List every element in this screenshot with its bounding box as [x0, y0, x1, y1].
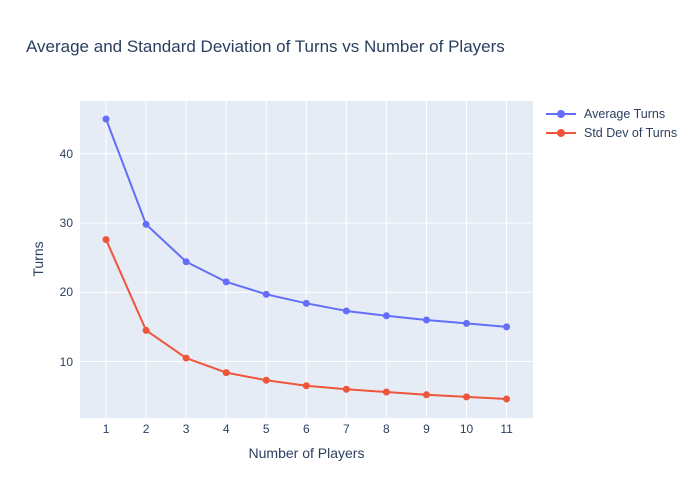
data-point[interactable]: [102, 236, 110, 244]
y-tick-label: 10: [59, 354, 73, 369]
x-tick-label: 11: [500, 422, 513, 436]
legend-item-label: Std Dev of Turns: [584, 125, 678, 140]
legend: Average Turns Std Dev of Turns: [546, 104, 677, 142]
y-axis-title: Turns: [30, 241, 46, 277]
legend-dot-icon: [557, 109, 565, 118]
x-tick-label: 9: [423, 422, 430, 436]
data-point[interactable]: [182, 354, 190, 362]
x-tick-label: 6: [302, 422, 310, 436]
x-tick-label: 2: [142, 422, 150, 436]
data-point[interactable]: [382, 312, 390, 320]
data-point[interactable]: [142, 220, 150, 228]
data-point[interactable]: [422, 316, 430, 324]
data-point[interactable]: [463, 393, 471, 401]
data-point[interactable]: [142, 326, 150, 334]
y-tick-label: 20: [59, 285, 73, 300]
y-tick-label: 40: [59, 146, 73, 161]
legend-item-1[interactable]: Std Dev of Turns: [546, 123, 677, 142]
legend-line-marker-icon: [546, 109, 576, 118]
plot-area[interactable]: [80, 101, 533, 418]
legend-dot-icon: [557, 128, 565, 137]
data-point[interactable]: [182, 258, 190, 266]
data-point[interactable]: [342, 385, 350, 393]
data-point[interactable]: [503, 395, 511, 403]
data-point[interactable]: [503, 323, 511, 331]
data-point[interactable]: [262, 290, 270, 298]
data-point[interactable]: [262, 376, 270, 384]
x-tick-label: 4: [222, 422, 230, 436]
plot-svg: [80, 101, 533, 418]
legend-item-label: Average Turns: [584, 106, 666, 121]
x-tick-label: 7: [343, 422, 350, 436]
x-tick-label: 5: [262, 422, 270, 436]
x-tick-label: 1: [102, 422, 110, 436]
data-point[interactable]: [422, 391, 430, 399]
legend-item-0[interactable]: Average Turns: [546, 104, 677, 123]
data-point[interactable]: [342, 307, 350, 315]
legend-line-marker-icon: [546, 128, 576, 137]
data-point[interactable]: [382, 388, 390, 396]
chart-title: Average and Standard Deviation of Turns …: [26, 37, 505, 56]
data-point[interactable]: [463, 319, 471, 327]
x-tick-label: 8: [383, 422, 390, 436]
data-point[interactable]: [222, 369, 230, 377]
data-point[interactable]: [222, 278, 230, 286]
data-point[interactable]: [302, 382, 310, 390]
data-point[interactable]: [102, 115, 110, 123]
data-point[interactable]: [302, 299, 310, 307]
x-axis-title: Number of Players: [248, 445, 365, 461]
x-tick-label: 3: [182, 422, 190, 436]
x-tick-label: 10: [459, 422, 474, 436]
y-tick-label: 30: [59, 215, 73, 230]
